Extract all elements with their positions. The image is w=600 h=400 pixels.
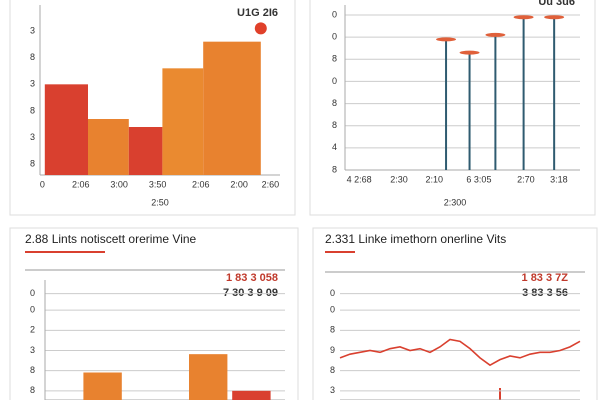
annotation: 1 83 3 058	[226, 272, 278, 284]
bar	[189, 354, 228, 400]
x-tick-label: 2:60	[262, 179, 280, 189]
y-tick-label: 3	[30, 79, 35, 89]
bar	[83, 372, 122, 400]
x-tick-label: 2:06	[72, 179, 90, 189]
chart-title: 2.88 Lints notiscett orerime Vine	[25, 232, 197, 246]
bar	[88, 119, 129, 175]
x-tick-label: 2:30	[390, 174, 408, 184]
x-tick-label: 6 3:05	[466, 174, 491, 184]
bar	[162, 68, 204, 175]
y-tick-label: 8	[332, 164, 337, 174]
panel	[309, 0, 596, 216]
bar	[232, 390, 271, 400]
y-tick-label: 3	[30, 345, 35, 355]
y-tick-label: 8	[332, 98, 337, 108]
x-tick-label: 4 2:68	[347, 174, 372, 184]
stem-cap	[544, 15, 565, 20]
x-tick-label: 3:50	[149, 179, 167, 189]
y-tick-label: 8	[330, 365, 335, 375]
y-tick-label: 8	[30, 52, 35, 62]
panel	[9, 0, 296, 216]
x-tick-label: 0	[40, 179, 45, 189]
x-tick-label: 2:10	[426, 174, 444, 184]
y-tick-label: 4	[332, 142, 337, 152]
line	[339, 338, 581, 367]
y-tick-label: 2	[30, 325, 35, 335]
marker	[254, 22, 267, 35]
annotation: 3 83 3 56	[522, 287, 568, 299]
stem-cap	[513, 15, 534, 20]
x-tick-label: 2:06	[192, 179, 210, 189]
y-tick-label: 3	[30, 132, 35, 142]
y-tick-label: 0	[30, 305, 35, 315]
y-tick-label: 0	[332, 32, 337, 42]
x-axis-label: 2:300	[444, 197, 467, 207]
stem-cap	[459, 50, 480, 55]
y-tick-label: 0	[330, 305, 335, 315]
bar	[128, 127, 163, 175]
bar	[203, 41, 261, 175]
x-tick-label: 2:70	[517, 174, 535, 184]
annotation: Uu 3ū6	[538, 0, 575, 8]
y-tick-label: 3	[330, 385, 335, 395]
y-tick-label: 8	[332, 120, 337, 130]
y-tick-label: 8	[30, 365, 35, 375]
y-tick-label: 0	[332, 76, 337, 86]
x-tick-label: 3:00	[110, 179, 128, 189]
x-axis-label: 2:50	[151, 197, 169, 207]
y-tick-label: 0	[330, 288, 335, 298]
bar	[44, 84, 88, 175]
y-tick-label: 8	[30, 385, 35, 395]
y-tick-label: 8	[330, 325, 335, 335]
panel	[9, 227, 299, 400]
y-tick-label: 0	[30, 288, 35, 298]
stem-cap	[436, 37, 457, 42]
annotation: 1 83 3 7Z	[522, 272, 569, 284]
annotation: 7 30 3 9 09	[223, 287, 278, 299]
stem-cap	[485, 32, 506, 37]
chart-title: 2.331 Linke imethorn onerline Vits	[325, 232, 506, 246]
y-tick-label: 3	[30, 25, 35, 35]
y-tick-label: 8	[30, 105, 35, 115]
y-tick-label: 8	[30, 159, 35, 169]
annotation: U1G 2I6	[237, 7, 278, 19]
x-tick-label: 3:18	[550, 174, 568, 184]
y-tick-label: 8	[332, 54, 337, 64]
panel	[312, 227, 598, 400]
y-tick-label: 9	[330, 345, 335, 355]
y-tick-label: 0	[332, 9, 337, 19]
x-tick-label: 2:00	[230, 179, 248, 189]
